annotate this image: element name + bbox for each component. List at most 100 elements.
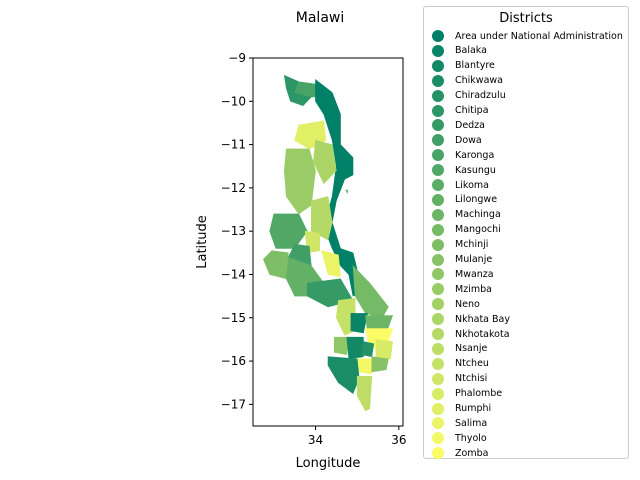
y-tick-label: −14 <box>221 267 246 281</box>
legend-item: Area under National Administration <box>432 29 623 43</box>
legend-marker <box>432 387 444 400</box>
legend-label: Nsanje <box>455 343 488 355</box>
plot-frame <box>252 57 404 427</box>
y-tick-label: −15 <box>221 311 246 325</box>
legend-label: Blantyre <box>455 60 495 72</box>
legend-item: Dedza <box>432 118 485 132</box>
legend-marker <box>432 372 444 385</box>
y-tick-label: −13 <box>221 224 246 238</box>
legend-item: Mzimba <box>432 282 492 296</box>
district-chikwawa <box>327 356 360 394</box>
legend-marker <box>432 74 444 87</box>
legend-marker <box>432 328 444 340</box>
legend-marker <box>432 342 444 355</box>
legend-label: Ntchisi <box>455 373 488 385</box>
legend-item: Machinga <box>432 208 501 222</box>
legend-marker <box>432 313 444 326</box>
legend-label: Chitipa <box>455 105 489 116</box>
legend-label: Area under National Administration <box>455 30 623 42</box>
legend-label: Dedza <box>455 119 485 131</box>
legend-label: Mzimba <box>455 283 492 295</box>
legend-marker <box>432 447 444 460</box>
legend-label: Zomba <box>455 447 489 459</box>
legend-label: Neno <box>455 298 480 310</box>
legend-label: Ntcheu <box>455 358 489 370</box>
legend: Districts Area under National Administra… <box>423 6 629 460</box>
legend-marker <box>432 417 444 430</box>
district-mulanje <box>371 356 389 373</box>
legend-item: Dowa <box>432 133 482 147</box>
legend-marker <box>432 357 444 370</box>
district-salima <box>321 250 341 277</box>
legend-marker <box>432 402 444 415</box>
legend-marker <box>432 134 444 147</box>
legend-marker <box>432 89 444 102</box>
legend-label: Kasungu <box>455 164 496 176</box>
legend-label: Balaka <box>455 45 487 57</box>
y-tick-label: −12 <box>221 181 246 195</box>
legend-label: Nkhata Bay <box>455 313 510 325</box>
district-mchinji <box>263 250 289 280</box>
district-mangochi <box>352 264 389 319</box>
district-nkhotakota <box>310 196 333 241</box>
district-ntcheu <box>335 297 356 336</box>
legend-marker <box>432 179 444 191</box>
legend-marker <box>432 268 444 281</box>
legend-item: Neno <box>432 297 480 311</box>
legend-label: Karonga <box>455 149 495 161</box>
y-tick-label: −9 <box>228 51 246 65</box>
legend-label: Machinga <box>455 209 501 221</box>
district-thyolo <box>356 358 373 375</box>
district-nsanje <box>356 375 373 412</box>
x-axis-label: Longitude <box>296 456 361 471</box>
legend-label: Lilongwe <box>455 194 498 206</box>
legend-label: Chikwawa <box>455 75 503 87</box>
legend-label: Mulanje <box>455 254 493 265</box>
legend-marker <box>432 104 444 117</box>
legend-label: Likoma <box>455 179 489 191</box>
legend-marker <box>432 193 444 206</box>
district-area-under-national-administration <box>315 78 366 297</box>
district-kasungu <box>269 213 308 249</box>
legend-item: Karonga <box>432 148 494 162</box>
legend-marker <box>432 432 444 445</box>
legend-item: Zomba <box>432 446 488 460</box>
legend-marker <box>432 238 444 251</box>
district-map <box>263 74 394 412</box>
legend-item: Lilongwe <box>432 193 497 207</box>
legend-item: Mchinji <box>432 238 488 252</box>
legend-item: Nkhata Bay <box>432 312 510 326</box>
legend-label: Phalombe <box>455 388 503 400</box>
legend-label: Chiradzulu <box>455 90 506 102</box>
district-mzimba <box>283 148 316 215</box>
legend-label: Salima <box>455 417 488 429</box>
x-tick-label: 34 <box>308 433 323 447</box>
district-balaka <box>350 313 368 334</box>
legend-marker <box>432 119 444 132</box>
district-karonga <box>294 81 316 98</box>
legend-marker <box>432 44 444 57</box>
legend-item: Ntcheu <box>432 357 489 371</box>
legend-marker <box>432 298 444 311</box>
legend-item: Chitipa <box>432 104 489 118</box>
legend-item: Salima <box>432 416 487 430</box>
legend-item: Rumphi <box>432 402 491 416</box>
legend-item: Mwanza <box>432 267 494 281</box>
axis-ticks: 34 36 −9 −10 −11 −12 −13 −14 −15 −16 −17 <box>221 51 407 447</box>
district-phalombe <box>375 339 393 360</box>
y-tick-label: −16 <box>221 354 246 368</box>
legend-item: Kasungu <box>432 163 496 177</box>
legend-marker <box>432 30 444 42</box>
district-chiradzulu <box>360 341 375 358</box>
legend-item: Chiradzulu <box>432 89 506 103</box>
legend-item: Phalombe <box>432 387 502 401</box>
legend-title: Districts <box>499 11 553 26</box>
x-tick-label: 36 <box>391 433 406 447</box>
y-tick-label: −17 <box>221 397 246 411</box>
legend-item: Nsanje <box>432 342 487 356</box>
legend-item: Chikwawa <box>432 74 503 88</box>
district-blantyre <box>346 336 364 360</box>
legend-label: Mchinji <box>455 239 489 251</box>
legend-label: Dowa <box>455 134 482 146</box>
